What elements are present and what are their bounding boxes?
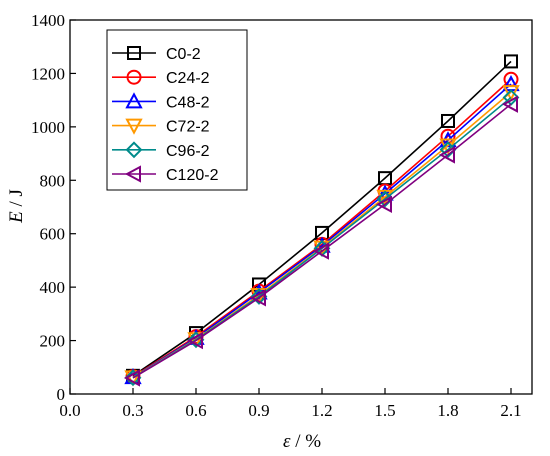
x-tick-label: 0.9 <box>248 401 269 420</box>
data-point <box>438 146 455 164</box>
y-tick-label: 200 <box>40 332 66 351</box>
legend-label: C72-2 <box>166 119 210 136</box>
y-tick-label: 1400 <box>31 11 65 30</box>
legend-entry: C96-2 <box>112 141 210 160</box>
legend-entry: C120-2 <box>112 165 219 184</box>
series-layer <box>123 54 520 387</box>
legend-entry: C24-2 <box>112 69 210 87</box>
legend-label: C0-2 <box>166 46 201 63</box>
y-tick-label: 1200 <box>31 64 65 83</box>
data-point <box>439 141 457 158</box>
data-point <box>123 369 140 387</box>
series-line <box>132 103 512 379</box>
x-tick-label: 1.2 <box>311 401 332 420</box>
legend-entry: C48-2 <box>112 92 210 111</box>
data-point <box>375 195 392 214</box>
data-point <box>441 113 455 128</box>
legend-entry: C72-2 <box>112 118 210 136</box>
data-point <box>249 289 266 307</box>
x-tick-label: 0.3 <box>122 401 143 420</box>
y-tick-label: 1000 <box>31 118 65 137</box>
legend-marker <box>127 46 141 60</box>
series-c120-2 <box>123 95 518 387</box>
axes <box>69 19 533 395</box>
data-point <box>186 331 203 350</box>
y-axis-symbol: E <box>6 211 27 224</box>
data-point <box>312 242 329 260</box>
legend-marker <box>126 69 142 85</box>
x-axis-title: ε / % <box>283 431 321 452</box>
legend-marker <box>125 141 143 159</box>
y-axis-title: E / J <box>6 189 27 224</box>
legend-label: C96-2 <box>166 143 210 160</box>
y-tick-label: 400 <box>40 278 66 297</box>
legend: C0-2 C24-2 C48-2 C72-2 C96-2 C120-2 <box>106 29 248 191</box>
data-point <box>504 54 518 69</box>
x-tick-label: 2.1 <box>500 401 521 420</box>
legend-label: C120-2 <box>166 167 219 184</box>
legend-label: C48-2 <box>166 94 210 111</box>
data-point <box>501 95 518 113</box>
y-tick-label: 800 <box>40 171 66 190</box>
data-point <box>376 190 394 208</box>
legend-marker <box>125 92 143 109</box>
x-tick-label: 1.8 <box>437 401 458 420</box>
ticks: 0.0 0.3 0.6 0.9 1.2 1.5 1.8 2.1 0 200 400 600 800 100… <box>31 11 522 420</box>
legend-marker <box>124 165 141 183</box>
y-tick-label: 0 <box>57 385 66 404</box>
legend-marker <box>125 118 143 135</box>
x-tick-label: 0.0 <box>59 401 80 420</box>
legend-entry: C0-2 <box>112 46 201 63</box>
y-tick-label: 600 <box>40 225 66 244</box>
x-axis-symbol: ε <box>283 431 291 452</box>
plot-frame <box>69 19 533 395</box>
x-axis-unit: / % <box>290 431 321 452</box>
x-tick-label: 0.6 <box>185 401 206 420</box>
y-axis-unit: / J <box>6 189 27 211</box>
legend-label: C24-2 <box>166 70 210 87</box>
legend-box <box>106 29 248 191</box>
x-tick-label: 1.5 <box>374 401 395 420</box>
